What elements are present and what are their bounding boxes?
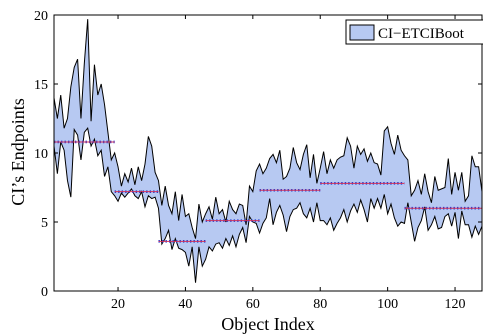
x-tick-label: 120 [445,297,466,312]
y-tick-label: 10 [34,147,48,162]
legend: CI−ETCIBoot [345,19,483,45]
x-tick-label: 100 [377,297,398,312]
ci-lower-line [53,127,483,283]
x-tick-label: 60 [246,297,260,312]
x-axis-label: Object Index [221,314,314,334]
legend-swatch [349,24,375,41]
y-tick-label: 5 [41,216,48,231]
y-tick-label: 20 [34,9,48,24]
ci-upper-line [53,19,483,239]
y-tick-label: 0 [41,285,48,300]
legend-label: CI−ETCIBoot [378,26,465,42]
x-tick-label: 40 [178,297,192,312]
ci-band [54,19,482,283]
y-tick-label: 15 [34,78,48,93]
x-tick-label: 20 [111,297,125,312]
x-tick-label: 80 [313,297,327,312]
y-axis-label: CI’s Endpoints [8,98,28,206]
plot-frame [53,14,483,292]
